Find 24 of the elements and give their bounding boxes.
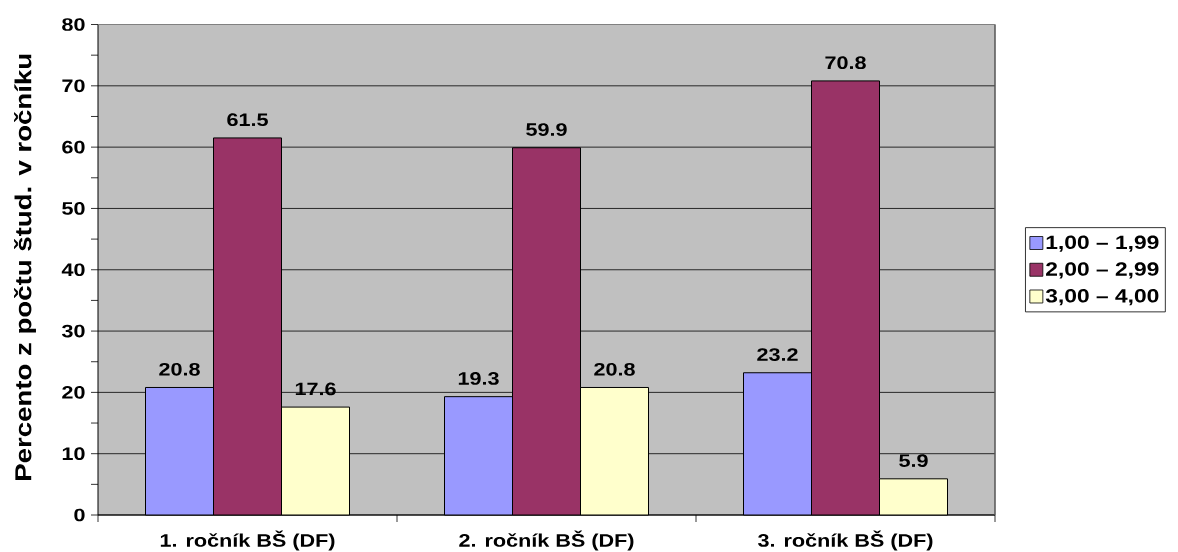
y-tick-label: 0 bbox=[74, 508, 85, 522]
data-label: 19.3 bbox=[458, 372, 499, 385]
y-tick-label: 70 bbox=[62, 79, 85, 93]
x-tick-label: 2. ročník BŠ (DF) bbox=[459, 530, 634, 551]
y-tick-label: 50 bbox=[62, 202, 85, 215]
data-label: 5.9 bbox=[899, 454, 928, 467]
data-label: 59.9 bbox=[526, 123, 567, 136]
data-label: 61.5 bbox=[227, 113, 268, 127]
y-tick-label: 20 bbox=[62, 386, 85, 399]
y-tick-label: 60 bbox=[62, 140, 85, 154]
legend-label: 1,00 – 1,99 bbox=[1046, 235, 1159, 252]
y-tick-label: 30 bbox=[61, 324, 85, 338]
data-label: 70.8 bbox=[825, 56, 866, 70]
y-tick-label: 80 bbox=[62, 18, 85, 31]
y-tick-label: 40 bbox=[61, 263, 85, 277]
x-tick-label: 1. ročník BŠ (DF) bbox=[160, 530, 335, 551]
x-tick-label: 3. ročník BŠ (DF) bbox=[757, 530, 933, 551]
y-tick-label: 10 bbox=[62, 447, 85, 461]
y-axis-title: Percento z počtu štud. v ročníku bbox=[14, 54, 36, 480]
legend-label: 2,00 – 2,99 bbox=[1046, 262, 1159, 279]
legend-label: 3,00 – 4,00 bbox=[1045, 289, 1159, 306]
data-label: 20.8 bbox=[159, 362, 200, 376]
data-label: 20.8 bbox=[594, 362, 635, 376]
data-label: 23.2 bbox=[757, 348, 798, 361]
